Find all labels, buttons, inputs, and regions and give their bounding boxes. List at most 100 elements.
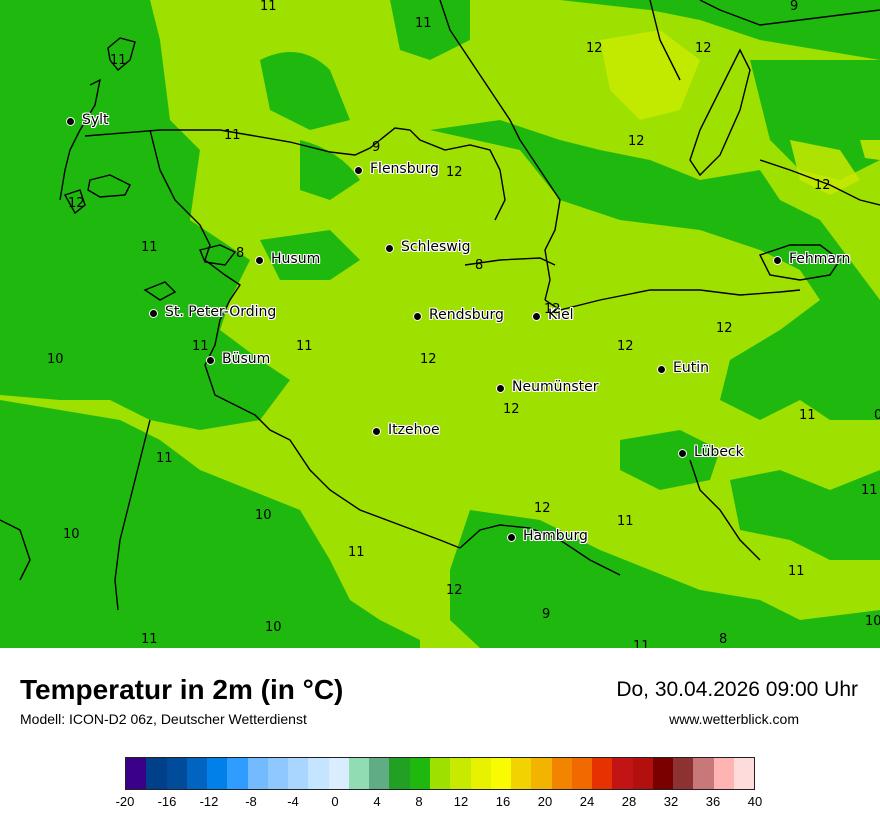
isoline-label: 11 xyxy=(296,339,313,354)
isoline-label: 12 xyxy=(544,302,561,317)
isoline-label: 12 xyxy=(695,41,712,56)
isoline-label: 9 xyxy=(542,607,551,622)
city-dot-icon xyxy=(773,256,782,265)
isoline-label: 11 xyxy=(224,128,241,143)
isoline-label: 9 xyxy=(372,140,381,155)
isoline-label: 11 xyxy=(633,639,650,648)
isoline-label: 10 xyxy=(63,527,80,542)
city-dot-icon xyxy=(496,384,505,393)
city-dot-icon xyxy=(255,256,264,265)
legend-swatch xyxy=(328,758,349,789)
isoline-label: 12 xyxy=(503,402,520,417)
legend-swatch xyxy=(227,758,248,789)
city-label: Fehmarn xyxy=(789,251,851,267)
legend-swatch xyxy=(490,758,512,789)
forecast-datetime: Do, 30.04.2026 09:00 Uhr xyxy=(616,678,858,701)
city-dot-icon xyxy=(66,117,75,126)
legend-swatch xyxy=(146,758,167,789)
legend-tick-label: -4 xyxy=(287,794,299,809)
map-footer: Temperatur in 2m (in °C) Modell: ICON-D2… xyxy=(0,648,880,830)
legend-swatch xyxy=(470,758,491,789)
legend-swatch xyxy=(551,758,572,789)
legend-swatch xyxy=(673,758,694,789)
legend-swatch xyxy=(409,758,430,789)
legend-swatch xyxy=(592,758,613,789)
city-label: Hamburg xyxy=(523,528,588,544)
isoline-label: 10 xyxy=(47,352,64,367)
city-dot-icon xyxy=(507,533,516,542)
legend-swatch xyxy=(369,758,390,789)
legend-tick-label: -8 xyxy=(245,794,257,809)
isoline-label: 11 xyxy=(141,240,158,255)
isoline-label: 11 xyxy=(192,339,209,354)
legend-swatch xyxy=(713,758,734,789)
city-label: Eutin xyxy=(673,360,709,376)
city-label: Rendsburg xyxy=(429,307,504,323)
isoline-label: 8 xyxy=(236,246,245,261)
city-label: Lübeck xyxy=(694,444,744,460)
city-label: St. Peter-Ording xyxy=(165,304,277,320)
isoline-label: 0 xyxy=(874,408,880,423)
city-dot-icon xyxy=(206,356,215,365)
legend-tick-label: 40 xyxy=(747,794,763,809)
website-link[interactable]: www.wetterblick.com xyxy=(669,711,799,727)
city-label: Husum xyxy=(271,251,321,267)
legend-swatch xyxy=(733,758,755,789)
city-label: Itzehoe xyxy=(388,422,440,438)
legend-swatch xyxy=(308,758,329,789)
isoline-label: 8 xyxy=(719,632,728,647)
legend-swatch xyxy=(348,758,370,789)
legend-swatch xyxy=(571,758,593,789)
isoline-label: 12 xyxy=(446,165,463,180)
legend-swatch xyxy=(612,758,633,789)
legend-tick-label: -12 xyxy=(199,794,219,809)
isoline-label: 11 xyxy=(260,0,277,14)
legend-swatch xyxy=(288,758,309,789)
isoline-label: 10 xyxy=(865,614,880,629)
isoline-label: 9 xyxy=(790,0,799,14)
legend-swatch xyxy=(166,758,187,789)
city-label: Flensburg xyxy=(370,161,439,177)
legend-tick-label: 24 xyxy=(579,794,595,809)
legend-tick-label: 0 xyxy=(331,794,339,809)
city-label: Sylt xyxy=(82,112,109,128)
model-source: Modell: ICON-D2 06z, Deutscher Wetterdie… xyxy=(20,711,307,727)
isoline-label: 12 xyxy=(420,352,437,367)
isoline-label: 12 xyxy=(68,196,85,211)
isoline-label: 11 xyxy=(799,408,816,423)
isoline-label: 12 xyxy=(617,339,634,354)
isoline-label: 11 xyxy=(156,451,173,466)
city-dot-icon xyxy=(372,427,381,436)
legend-swatch xyxy=(389,758,410,789)
city-label: Schleswig xyxy=(401,239,471,255)
isoline-label: 11 xyxy=(348,545,365,560)
city-dot-icon xyxy=(149,309,158,318)
isoline-label: 12 xyxy=(586,41,603,56)
legend-swatch xyxy=(632,758,653,789)
isoline-label: 10 xyxy=(255,508,272,523)
color-scale-ticks: -20 -16 -12 -8 -4 0 4 8 12 16 20 24 28 32 36 40 xyxy=(116,794,763,814)
legend-tick-label: 20 xyxy=(537,794,553,809)
isoline-label: 11 xyxy=(861,483,878,498)
legend-tick-label: 28 xyxy=(621,794,637,809)
legend-swatch xyxy=(652,758,674,789)
map-shading xyxy=(0,0,880,648)
legend-tick-label: 32 xyxy=(663,794,679,809)
legend-swatch xyxy=(186,758,208,789)
isoline-label: 11 xyxy=(617,514,634,529)
legend-tick-label: -20 xyxy=(115,794,135,809)
city-dot-icon xyxy=(657,365,666,374)
legend-tick-label: 4 xyxy=(373,794,381,809)
isoline-label: 12 xyxy=(628,134,645,149)
temperature-map: Sylt Flensburg Husum Schleswig Fehmarn S… xyxy=(0,0,880,648)
legend-tick-label: 36 xyxy=(705,794,721,809)
isoline-label: 11 xyxy=(788,564,805,579)
city-label: Büsum xyxy=(222,351,271,367)
city-label: Kiel xyxy=(548,307,574,323)
legend-tick-label: -16 xyxy=(157,794,177,809)
isoline-label: 12 xyxy=(446,583,463,598)
legend-swatch xyxy=(267,758,289,789)
legend-swatch xyxy=(247,758,268,789)
city-label: Neumünster xyxy=(512,379,599,395)
city-dot-icon xyxy=(413,312,422,321)
